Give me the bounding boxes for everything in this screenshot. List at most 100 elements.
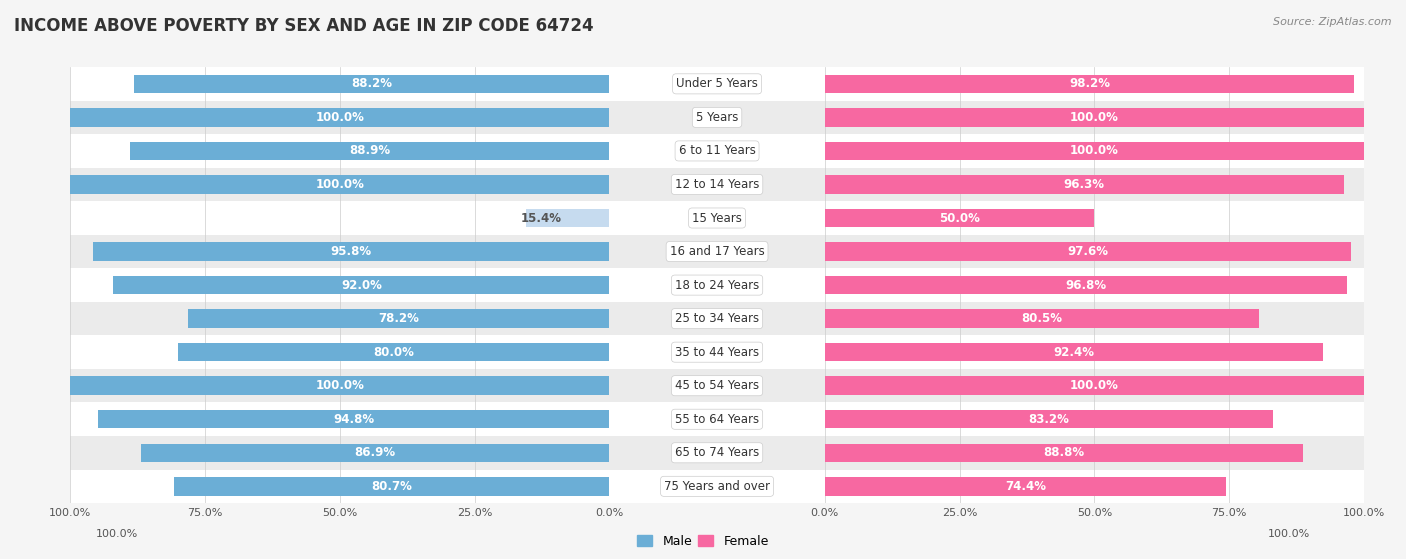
Bar [0, 402, 1406, 436]
Bar [0, 470, 1406, 503]
Bar [825, 243, 1351, 260]
Bar [93, 243, 609, 260]
Bar [0, 402, 1406, 436]
Bar [0, 436, 1406, 470]
Text: 16 and 17 Years: 16 and 17 Years [669, 245, 765, 258]
Text: 78.2%: 78.2% [378, 312, 419, 325]
Bar [0, 369, 1406, 402]
Text: Under 5 Years: Under 5 Years [676, 77, 758, 91]
Text: 100.0%: 100.0% [315, 379, 364, 392]
Bar [0, 436, 1406, 470]
Bar [0, 302, 1406, 335]
Text: 80.5%: 80.5% [1021, 312, 1063, 325]
Text: 88.9%: 88.9% [349, 144, 391, 158]
Text: 15 Years: 15 Years [692, 211, 742, 225]
Text: 5 Years: 5 Years [696, 111, 738, 124]
Text: 96.3%: 96.3% [1064, 178, 1105, 191]
Text: 12 to 14 Years: 12 to 14 Years [675, 178, 759, 191]
Text: 98.2%: 98.2% [1069, 77, 1109, 91]
Text: 6 to 11 Years: 6 to 11 Years [679, 144, 755, 158]
Bar [825, 377, 1364, 395]
Bar [0, 268, 1406, 302]
Text: 95.8%: 95.8% [330, 245, 371, 258]
Text: 88.2%: 88.2% [352, 77, 392, 91]
Text: 50.0%: 50.0% [939, 211, 980, 225]
Text: 74.4%: 74.4% [1005, 480, 1046, 493]
Bar [0, 402, 1406, 436]
Text: 100.0%: 100.0% [1070, 144, 1119, 158]
Text: 92.0%: 92.0% [340, 278, 382, 292]
Bar [0, 201, 1406, 235]
Bar [0, 436, 1406, 470]
Bar [114, 276, 609, 294]
Bar [134, 74, 609, 93]
Bar [70, 175, 609, 193]
Legend: Male, Female: Male, Female [633, 530, 773, 553]
Text: INCOME ABOVE POVERTY BY SEX AND AGE IN ZIP CODE 64724: INCOME ABOVE POVERTY BY SEX AND AGE IN Z… [14, 17, 593, 35]
Bar [0, 101, 1406, 134]
Text: 35 to 44 Years: 35 to 44 Years [675, 345, 759, 359]
Bar [0, 335, 1406, 369]
Bar [0, 369, 1406, 402]
Text: 88.8%: 88.8% [1043, 446, 1084, 459]
Text: 100.0%: 100.0% [315, 178, 364, 191]
Bar [0, 168, 1406, 201]
Text: 83.2%: 83.2% [1029, 413, 1070, 426]
Bar [70, 377, 609, 395]
Bar [141, 444, 609, 462]
Bar [0, 335, 1406, 369]
Bar [825, 108, 1364, 126]
Bar [131, 142, 609, 160]
Text: 80.0%: 80.0% [373, 345, 415, 359]
Bar [825, 142, 1364, 160]
Bar [0, 302, 1406, 335]
Bar [0, 101, 1406, 134]
Bar [179, 343, 609, 362]
Bar [825, 343, 1323, 362]
Text: 100.0%: 100.0% [96, 529, 138, 539]
Bar [0, 67, 1406, 101]
Bar [0, 268, 1406, 302]
Text: 96.8%: 96.8% [1066, 278, 1107, 292]
Bar [0, 134, 1406, 168]
Bar [98, 410, 609, 429]
Text: 97.6%: 97.6% [1067, 245, 1108, 258]
Text: 80.7%: 80.7% [371, 480, 412, 493]
Bar [825, 410, 1274, 429]
Text: 100.0%: 100.0% [1070, 379, 1119, 392]
Bar [825, 477, 1226, 496]
Bar [0, 268, 1406, 302]
Bar [70, 108, 609, 126]
Text: 45 to 54 Years: 45 to 54 Years [675, 379, 759, 392]
Bar [0, 335, 1406, 369]
Bar [0, 235, 1406, 268]
Bar [825, 74, 1354, 93]
Bar [0, 369, 1406, 402]
Text: 100.0%: 100.0% [315, 111, 364, 124]
Bar [825, 444, 1303, 462]
Bar [0, 168, 1406, 201]
Text: 86.9%: 86.9% [354, 446, 395, 459]
Text: Source: ZipAtlas.com: Source: ZipAtlas.com [1274, 17, 1392, 27]
Bar [0, 168, 1406, 201]
Bar [825, 175, 1344, 193]
Bar [0, 134, 1406, 168]
Text: 15.4%: 15.4% [520, 211, 562, 225]
Text: 94.8%: 94.8% [333, 413, 374, 426]
Bar [174, 477, 609, 496]
Text: 55 to 64 Years: 55 to 64 Years [675, 413, 759, 426]
Text: 25 to 34 Years: 25 to 34 Years [675, 312, 759, 325]
Bar [0, 302, 1406, 335]
Text: 18 to 24 Years: 18 to 24 Years [675, 278, 759, 292]
Text: 75 Years and over: 75 Years and over [664, 480, 770, 493]
Bar [0, 67, 1406, 101]
Bar [825, 276, 1347, 294]
Bar [0, 134, 1406, 168]
Bar [825, 310, 1258, 328]
Bar [0, 201, 1406, 235]
Bar [188, 310, 609, 328]
Text: 100.0%: 100.0% [1268, 529, 1310, 539]
Bar [0, 201, 1406, 235]
Bar [0, 235, 1406, 268]
Bar [825, 209, 1094, 227]
